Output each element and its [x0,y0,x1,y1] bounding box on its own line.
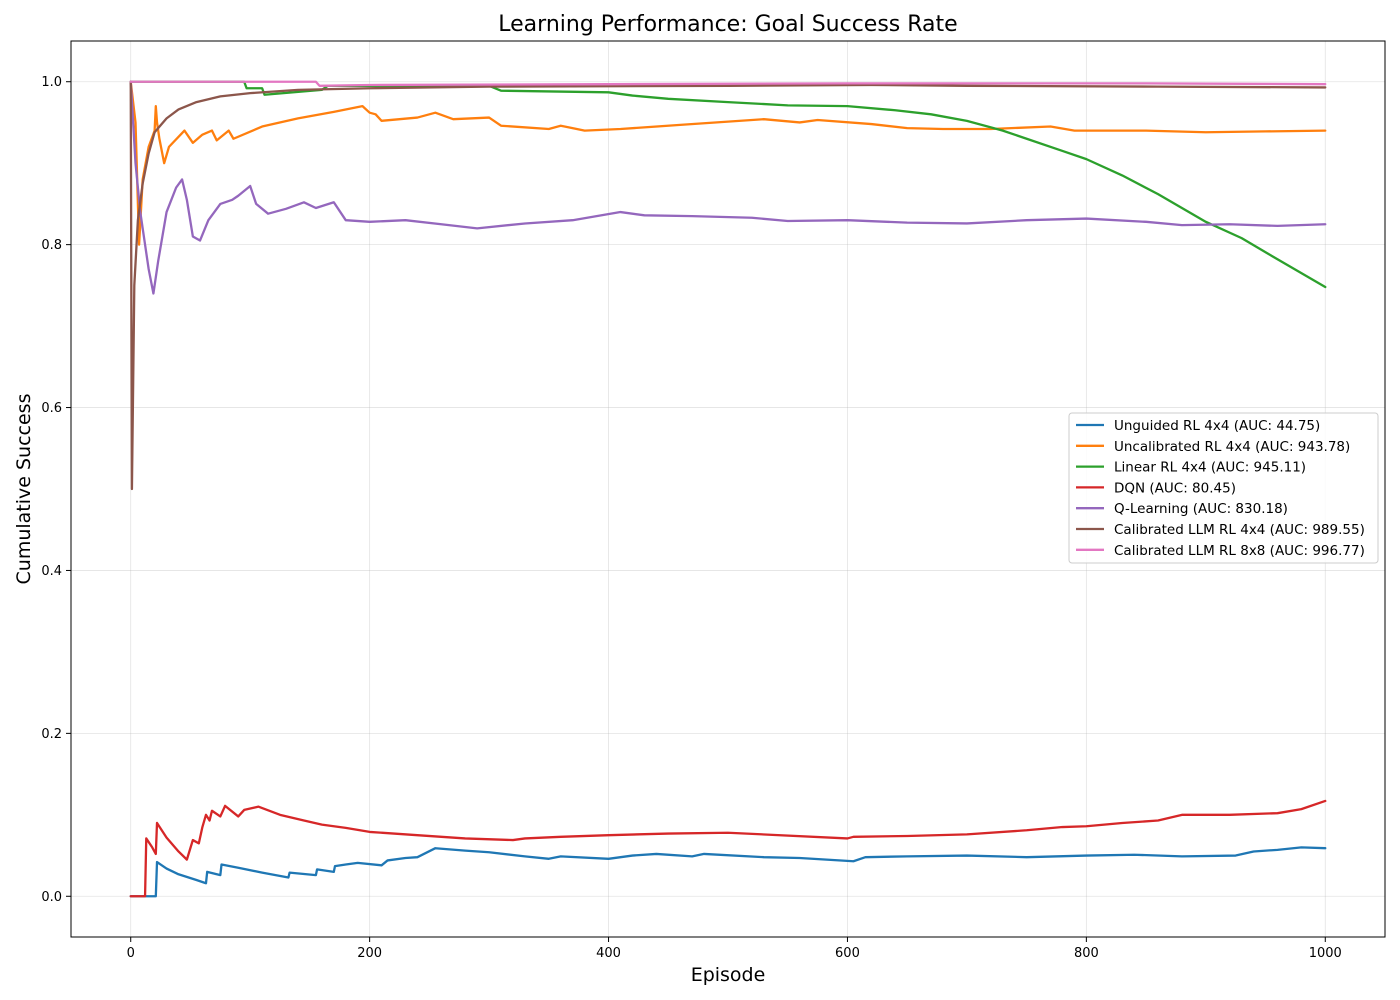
series-line-5 [129,80,1327,295]
x-tick-label: 600 [835,946,860,961]
y-tick-label: 1.0 [41,75,62,90]
x-tick-label: 0 [127,946,135,961]
axis-ticks: 0 200 400 600 800 1000 0.0 0.2 0.4 0.6 0.8 1.0 [41,75,1342,961]
legend-entry: Calibrated LLM RL 4x4 (AUC: 989.55) [1114,522,1365,538]
y-tick-label: 0.4 [41,564,62,579]
y-tick-label: 0.2 [41,727,62,742]
legend-entry: Calibrated LLM RL 8x8 (AUC: 996.77) [1114,543,1365,559]
legend-entry: Linear RL 4x4 (AUC: 945.11) [1114,460,1306,476]
legend-entry: Unguided RL 4x4 (AUC: 44.75) [1114,418,1320,434]
x-tick-label: 800 [1074,946,1099,961]
series-line-4 [129,799,1327,898]
legend-entry: DQN (AUC: 80.45) [1114,480,1236,496]
series-line-2 [129,80,1327,246]
y-tick-label: 0.8 [41,238,62,253]
y-axis-label: Cumulative Success [13,394,35,585]
series-line-6 [129,80,1327,491]
legend: Unguided RL 4x4 (AUC: 44.75) Uncalibrated… [1068,412,1379,564]
chart-title: Learning Performance: Goal Success Rate [498,12,957,37]
x-tick-label: 1000 [1309,946,1342,961]
legend-entry: Q-Learning (AUC: 830.18) [1114,501,1288,517]
series-line-1 [129,846,1327,898]
series-line-7 [129,80,1327,87]
legend-box [1068,412,1379,564]
grid [71,41,1385,937]
plot-series [129,80,1327,898]
legend-entry: Uncalibrated RL 4x4 (AUC: 943.78) [1114,439,1350,455]
plot-frame [70,40,1386,938]
series-line-3 [129,80,1327,289]
x-axis-label: Episode [691,964,766,986]
x-tick-label: 200 [357,946,382,961]
y-tick-label: 0.6 [41,401,62,416]
y-tick-label: 0.0 [41,890,62,905]
x-tick-label: 400 [596,946,621,961]
